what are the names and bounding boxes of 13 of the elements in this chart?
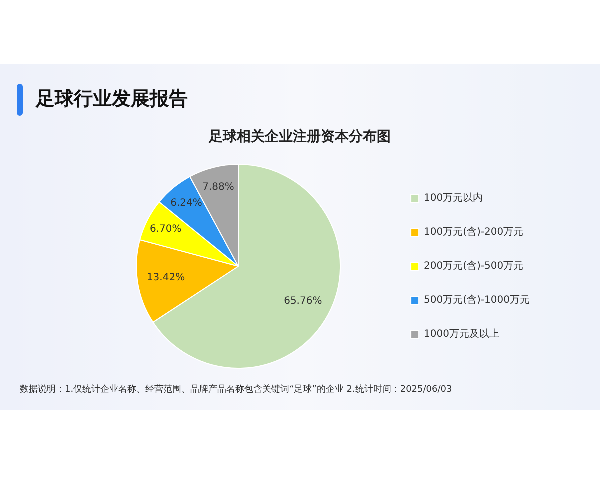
legend-label: 100万元(含)-200万元 (424, 226, 524, 238)
legend-label: 100万元以内 (424, 192, 484, 204)
data-label: 7.88% (202, 182, 234, 193)
chart-title: 足球行业发展报告 (36, 87, 188, 112)
data-label: 6.70% (150, 224, 182, 235)
data-label: 13.42% (146, 272, 186, 284)
legend-label: 1000万元及以上 (424, 328, 500, 340)
chart-subtitle: 足球相关企业注册资本分布图 (208, 128, 392, 146)
legend-label: 500万元(含)-1000万元 (424, 294, 530, 306)
text: 数据说明：1.仅统计企业名称、经营范围、品牌产品名称包含关键词“足球”的企业 2.统计时间：2025/06/03 (20, 384, 452, 396)
data-label: 65.76% (284, 296, 322, 307)
legend-label: 200万元(含)-500万元 (424, 260, 524, 272)
data-label: 6.24% (170, 198, 202, 210)
